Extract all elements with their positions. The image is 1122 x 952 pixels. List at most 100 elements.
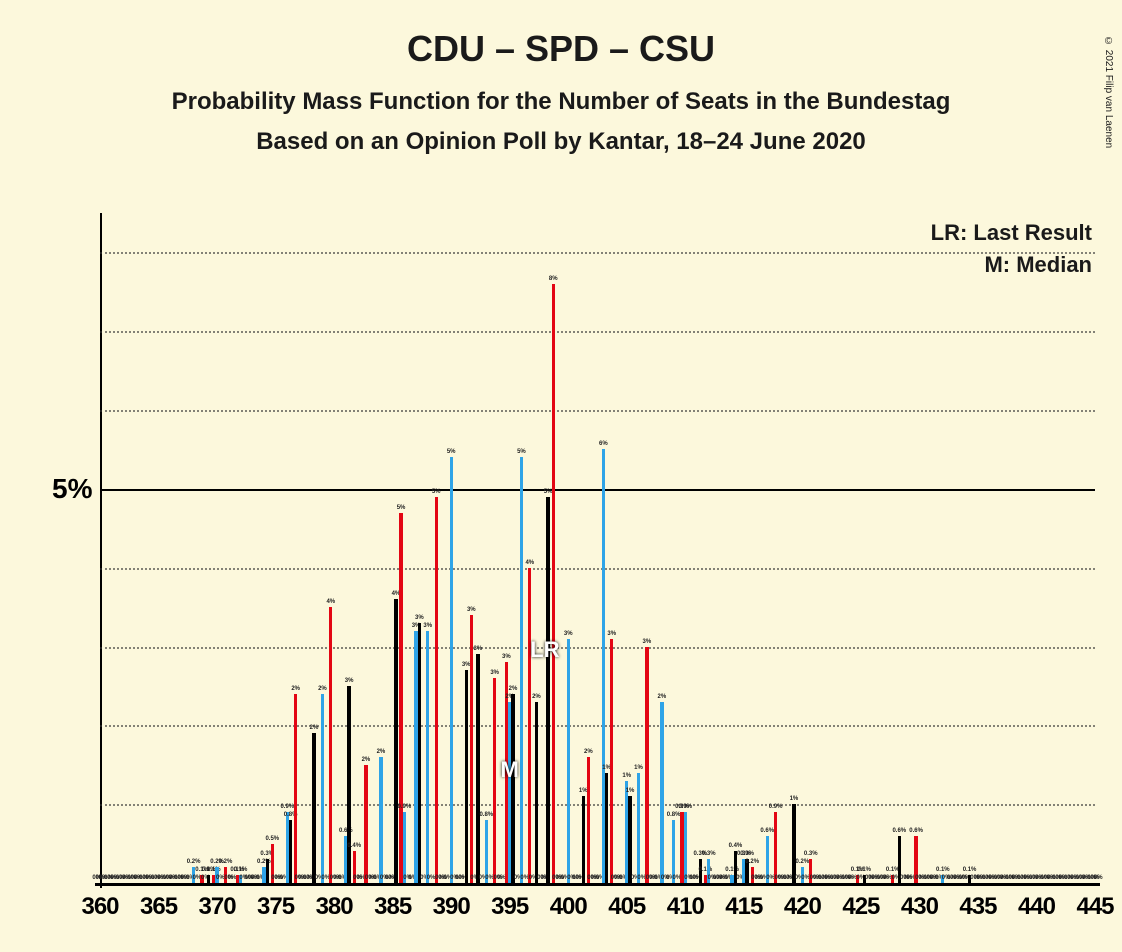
chart-title: CDU – SPD – CSU [0, 28, 1122, 70]
bar-value-label: 0.8% [466, 812, 506, 818]
bar-value-label: 2% [302, 686, 342, 692]
bar-value-label: 0.6% [326, 828, 366, 834]
bar-value-label: 0.1% [950, 867, 990, 873]
bar-series-black [476, 654, 479, 883]
bar-series-black [546, 497, 549, 883]
bar-value-label: 0.1% [873, 867, 913, 873]
bar-value-label: 0.9% [267, 804, 307, 810]
bar-value-label: 3% [548, 631, 588, 637]
bar-series-black [628, 796, 631, 883]
marker-lr: LR [530, 637, 559, 663]
bar-value-label: 4% [311, 599, 351, 605]
bar-series-black [582, 796, 585, 883]
chart-subtitle-2: Based on an Opinion Poll by Kantar, 18–2… [0, 128, 1122, 156]
bar-series-red [294, 694, 297, 883]
bar-series-red [610, 639, 613, 883]
x-tick-label: 445 [1076, 893, 1113, 921]
bar-value-label: 2% [294, 725, 334, 731]
y-tick-label: 5% [52, 473, 92, 505]
bar-value-label: 6% [583, 441, 623, 447]
bar-value-label: 5% [431, 449, 471, 455]
bar-value-label: 2% [516, 694, 556, 700]
bar-series-blue [485, 820, 488, 883]
bar-value-label: 0.2% [782, 859, 822, 865]
x-tick-label: 425 [842, 893, 879, 921]
bars-layer: 0%0%0%0%0%0%0%0%0%0%0%0%0%0%0%0%0%0%0%0%… [100, 213, 1095, 883]
bar-value-label: 0.4% [334, 843, 374, 849]
bar-series-blue [450, 457, 453, 883]
bar-value-label: 5% [381, 505, 421, 511]
x-tick-label: 365 [140, 893, 177, 921]
bar-series-black [312, 733, 315, 883]
bar-value-label: 1% [610, 788, 650, 794]
bar-series-blue [379, 757, 382, 883]
bar-series-red [470, 615, 473, 883]
bar-series-black [465, 670, 468, 883]
bar-value-label: 0.4% [715, 843, 755, 849]
bar-series-blue [660, 702, 663, 883]
x-tick-label: 430 [901, 893, 938, 921]
x-tick-label: 380 [316, 893, 353, 921]
bar-series-black [418, 623, 421, 883]
bar-series-black [605, 773, 608, 883]
bar-value-label: 1% [774, 796, 814, 802]
x-tick-label: 415 [725, 893, 762, 921]
x-tick-label: 370 [199, 893, 236, 921]
bar-value-label: 1% [563, 788, 603, 794]
bar-series-black [792, 804, 795, 883]
bar-value-label: 0.3% [689, 851, 729, 857]
bar-value-label: 8% [533, 276, 573, 282]
bar-value-label: 1% [618, 765, 658, 771]
bar-value-label: 2% [493, 686, 533, 692]
bar-series-red [329, 607, 332, 883]
bar-value-label: 0.6% [896, 828, 936, 834]
bar-value-label: 5% [528, 489, 568, 495]
bar-series-black [347, 686, 350, 883]
bar-value-label: 0.9% [665, 804, 705, 810]
copyright-text: © 2021 Filip van Laenen [1103, 36, 1114, 148]
bar-series-blue [567, 639, 570, 883]
bar-series-red [435, 497, 438, 883]
bar-value-label: 0% [1078, 875, 1118, 881]
bar-value-label: 3% [329, 678, 369, 684]
bar-value-label: 4% [376, 591, 416, 597]
x-tick-label: 360 [81, 893, 118, 921]
bar-value-label: 0.8% [654, 812, 694, 818]
bar-series-black [511, 694, 514, 883]
x-tick-label: 385 [374, 893, 411, 921]
bar-series-red [528, 568, 531, 883]
bar-series-black [394, 599, 397, 883]
bar-series-blue [637, 773, 640, 883]
x-tick-label: 405 [608, 893, 645, 921]
x-tick-label: 395 [491, 893, 528, 921]
x-tick-label: 390 [433, 893, 470, 921]
bar-value-label: 1% [607, 773, 647, 779]
bar-series-blue [672, 820, 675, 883]
bar-value-label: 4% [510, 560, 550, 566]
bar-value-label: 0.9% [756, 804, 796, 810]
bar-value-label: 0.2% [205, 859, 245, 865]
bar-series-blue [426, 631, 429, 883]
bar-value-label: 0.6% [747, 828, 787, 834]
bar-value-label: 0.2% [244, 859, 284, 865]
bar-value-label: 3% [458, 646, 498, 652]
x-tick-label: 410 [667, 893, 704, 921]
bar-series-red [493, 678, 496, 883]
bar-value-label: 0.1% [220, 867, 260, 873]
bar-series-black [289, 820, 292, 883]
chart-area: 5% 0%0%0%0%0%0%0%0%0%0%0%0%0%0%0%0%0%0%0… [70, 213, 1100, 913]
x-tick-label: 420 [784, 893, 821, 921]
marker-m: M [501, 757, 519, 783]
x-tick-label: 400 [550, 893, 587, 921]
bar-value-label: 3% [475, 670, 515, 676]
x-tick-label: 440 [1018, 893, 1055, 921]
bar-series-red [552, 284, 555, 883]
bar-series-blue [520, 457, 523, 883]
bar-value-label: 5% [501, 449, 541, 455]
bar-series-black [535, 702, 538, 883]
bar-value-label: 3% [592, 631, 632, 637]
bar-value-label: 3% [399, 615, 439, 621]
bar-value-label: 2% [642, 694, 682, 700]
bar-series-red [364, 765, 367, 883]
bar-series-blue [321, 694, 324, 883]
